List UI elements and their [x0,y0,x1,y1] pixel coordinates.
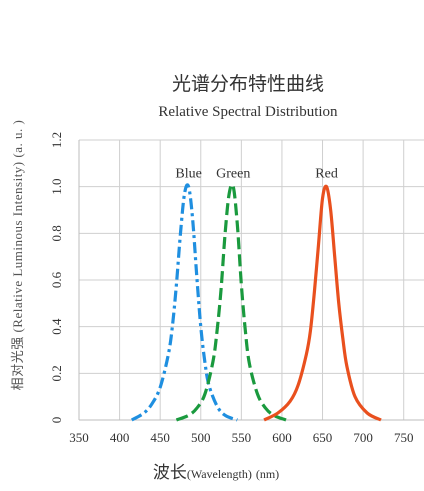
tick-labels: 350 400 450 500 550 600 650 700 750 0 0.2 0.4 0.6 0.8… [49,132,413,445]
y-tick-label: 0 [49,417,64,424]
chart-subtitle: Relative Spectral Distribution [158,104,338,120]
x-tick-label: 450 [150,430,170,445]
x-axis-label-cn: 波长 [153,463,187,483]
series-label-blue: Blue [175,167,201,182]
series-label-red: Red [315,167,338,182]
series-line-green [175,182,287,422]
y-tick-label: 0.4 [49,318,64,335]
x-tick-label: 650 [313,430,333,445]
x-tick-label: 500 [191,430,211,445]
x-axis-label: 波长(Wavelength) (nm) [153,463,279,483]
y-tick-label: 1.0 [49,179,64,195]
x-tick-label: 400 [110,430,130,445]
series-line-red [263,184,382,422]
y-axis-label: 相对光强 (Relative Luminous Intensity) (a. u… [10,120,25,391]
x-tick-label: 600 [272,430,292,445]
chart-title: 光谱分布特性曲线 [172,73,324,95]
x-tick-label: 700 [353,430,373,445]
series-lines [130,182,382,422]
x-tick-label: 750 [394,430,414,445]
x-tick-label: 350 [69,430,89,445]
x-axis-label-en: (Wavelength) [187,467,252,481]
series-labels: Blue Green Red [175,167,338,182]
x-axis-label-unit: (nm) [256,467,279,481]
x-tick-label: 550 [232,430,252,445]
series-label-green: Green [216,167,250,182]
y-tick-label: 0.8 [49,225,64,241]
axes [78,140,424,421]
y-tick-label: 0.6 [49,271,64,288]
y-tick-label: 1.2 [49,132,64,148]
grid [79,139,424,420]
y-tick-label: 0.2 [49,365,64,381]
series-line-blue [130,183,238,422]
